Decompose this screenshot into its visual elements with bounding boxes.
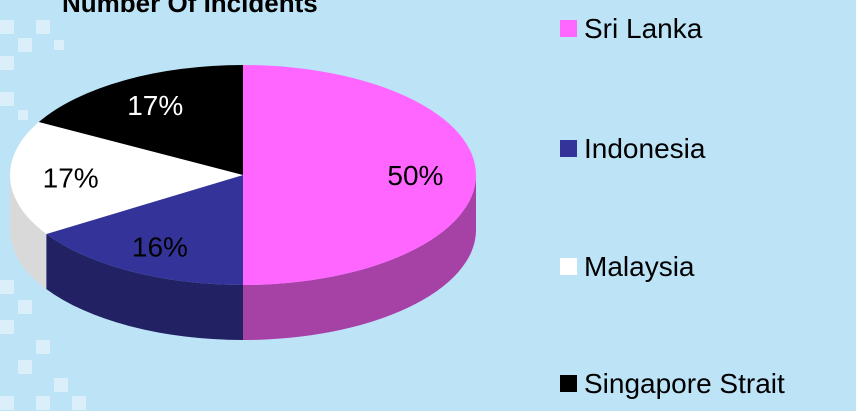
- data-label: 17%: [127, 90, 183, 121]
- data-label: 16%: [132, 231, 188, 262]
- data-label: 50%: [387, 160, 443, 191]
- pie-side: [9, 175, 47, 289]
- legend-swatch: [560, 375, 577, 392]
- legend-label: Singapore Strait: [584, 368, 785, 399]
- chart-title: Number Of Incidents: [62, 0, 318, 18]
- data-label: 17%: [43, 163, 99, 194]
- pie-side: [243, 175, 476, 340]
- legend-swatch: [560, 258, 577, 275]
- legend-swatch: [560, 140, 577, 157]
- legend-label: Sri Lanka: [584, 13, 703, 44]
- pie-slice: [38, 65, 244, 175]
- pie-side-shade: [243, 175, 476, 340]
- legend-label: Indonesia: [584, 133, 706, 164]
- pie-slice: [10, 122, 244, 234]
- pie-side-shade: [46, 233, 244, 340]
- background-pattern: [0, 20, 86, 410]
- legend-label: Malaysia: [584, 251, 695, 282]
- pie-slice: [243, 65, 476, 285]
- pie-side-shade: [9, 175, 47, 289]
- legend-swatch: [560, 20, 577, 37]
- pie-slice: [46, 175, 244, 285]
- pie-side: [46, 233, 244, 340]
